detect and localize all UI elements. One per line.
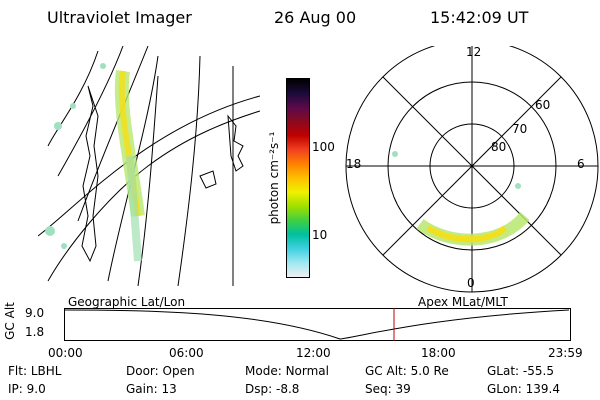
mlt-label-12: 12: [466, 45, 482, 59]
mlt-label-0: 0: [467, 276, 475, 290]
geographic-map: [38, 46, 260, 286]
mlt-label-6: 6: [577, 157, 585, 171]
mlt-label-18: 18: [346, 157, 362, 171]
info-seq: Seq: 39: [365, 382, 411, 396]
colorbar-tick-10: 10: [312, 228, 328, 242]
info-flt: Flt: LBHL: [8, 364, 62, 378]
timeline-x-tick-1200: 12:00: [296, 346, 331, 360]
lat-label-80: 80: [491, 140, 507, 154]
date-label: 26 Aug 00: [274, 8, 357, 27]
info-dsp: Dsp: -8.8: [245, 382, 300, 396]
timeline-y-tick-top: 9.0: [25, 306, 45, 320]
timeline-x-tick-2359: 23:59: [548, 346, 583, 360]
timeline-right-caption: Apex MLat/MLT: [418, 295, 508, 309]
info-mode: Mode: Normal: [245, 364, 329, 378]
info-door: Door: Open: [126, 364, 195, 378]
aurora-emission-geo: [45, 63, 145, 262]
timeline-left-caption: Geographic Lat/Lon: [68, 295, 186, 309]
lat-label-70: 70: [512, 122, 528, 136]
instrument-title: Ultraviolet Imager: [47, 8, 192, 27]
info-glat: GLat: -55.5: [487, 364, 554, 378]
colorbar-tick-100: 100: [312, 140, 335, 154]
timeline-y-tick-bottom: 1.8: [25, 325, 45, 339]
info-gc-alt: GC Alt: 5.0 Re: [365, 364, 449, 378]
lat-label-60: 60: [535, 98, 551, 112]
polar-plot: [345, 46, 599, 293]
time-label: 15:42:09 UT: [430, 8, 529, 27]
timeline-x-tick-0600: 06:00: [169, 346, 204, 360]
aurora-oval-polar: [392, 151, 530, 246]
info-ip: IP: 9.0: [8, 382, 46, 396]
info-glon: GLon: 139.4: [487, 382, 560, 396]
timeline-y-label: GC Alt: [3, 302, 17, 340]
timeline-x-tick-1800: 18:00: [421, 346, 456, 360]
timeline-x-tick-0000: 00:00: [48, 346, 83, 360]
colorbar: [286, 78, 310, 278]
info-gain: Gain: 13: [126, 382, 177, 396]
colorbar-unit-label: photon cm⁻²s⁻¹: [267, 131, 281, 225]
altitude-timeline[interactable]: [64, 308, 574, 342]
